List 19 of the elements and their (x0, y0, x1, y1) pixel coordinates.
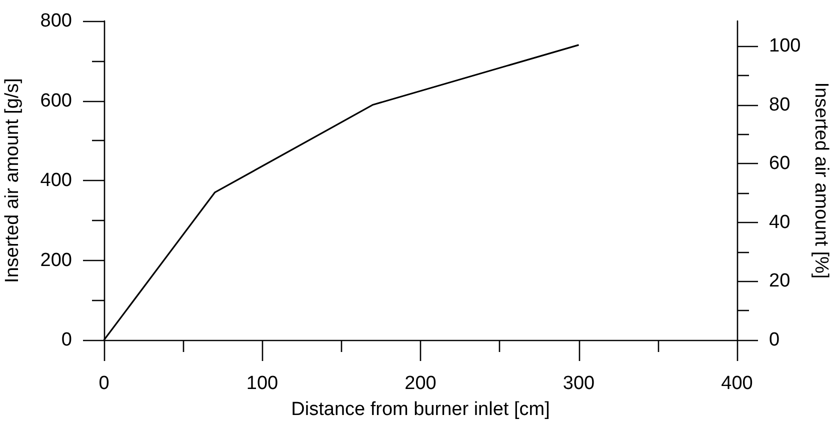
y2-tick-label: 20 (769, 270, 790, 292)
y-tick-label: 600 (40, 90, 72, 112)
x-tick-label: 100 (246, 373, 278, 394)
y-axis-title: Inserted air amount [g/s] (2, 78, 23, 283)
y2-axis-title: Inserted air amount [%] (810, 82, 830, 279)
x-tick-label: 200 (404, 373, 436, 394)
x-axis-title: Distance from burner inlet [cm] (291, 399, 550, 420)
y-tick-label: 400 (40, 170, 72, 191)
y2-tick-label: 80 (769, 94, 790, 116)
y2-tick-label: 60 (769, 153, 790, 174)
y-tick-label: 800 (40, 10, 72, 32)
x-tick-label: 0 (98, 373, 110, 394)
y2-tick-label: 40 (769, 212, 790, 233)
y-tick-label: 200 (40, 250, 72, 271)
y-tick-label: 0 (61, 330, 72, 350)
y2-tick-label: 100 (769, 35, 801, 56)
x-tick-label: 400 (721, 373, 753, 394)
y2-tick-label: 0 (769, 330, 780, 350)
x-tick-label: 300 (562, 373, 595, 394)
